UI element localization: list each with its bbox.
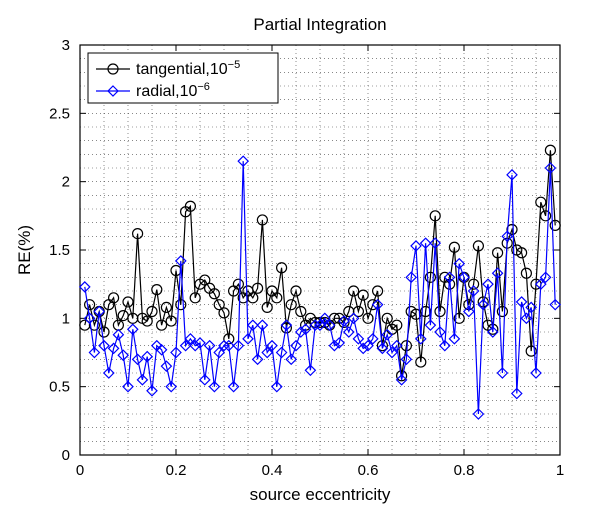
x-tick-label: 0 [76,462,84,479]
y-tick-label: 3 [62,37,70,54]
x-tick-label: 0.6 [358,462,379,479]
x-axis-label: source eccentricity [250,485,391,504]
y-tick-label: 0 [62,447,70,464]
y-tick-label: 1 [62,310,70,327]
y-tick-label: 0.5 [49,379,70,396]
chart-title: Partial Integration [253,15,386,34]
y-tick-label: 1.5 [49,242,70,259]
x-tick-label: 0.4 [262,462,283,479]
y-tick-label: 2 [62,174,70,191]
x-tick-label: 0.2 [166,462,187,479]
legend: tangential,10−5radial,10−6 [88,53,278,103]
chart-svg: 0 0.2 0.4 0.6 0.8 1 0 0.5 1 1.5 2 2.5 3 source eccent… [0,0,600,519]
x-tick-label: 1 [556,462,564,479]
chart-container: 0 0.2 0.4 0.6 0.8 1 0 0.5 1 1.5 2 2.5 3 source eccent… [0,0,600,519]
legend-label: tangential,10−5 [136,59,240,78]
y-axis-label: RE(%) [15,225,34,275]
x-tick-label: 0.8 [454,462,475,479]
y-tick-label: 2.5 [49,105,70,122]
